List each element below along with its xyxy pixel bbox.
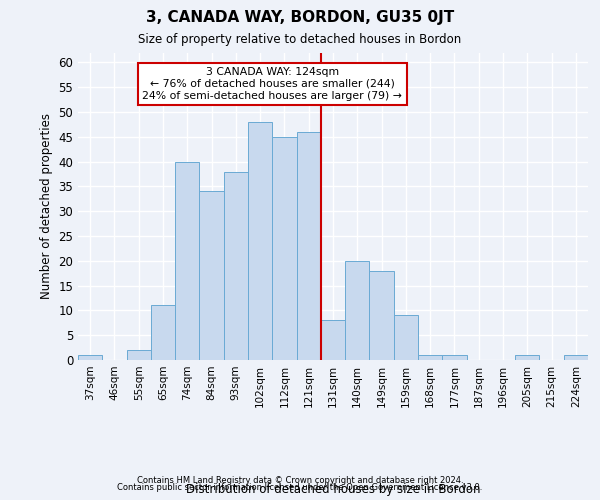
Bar: [175, 162, 199, 360]
Text: 3, CANADA WAY, BORDON, GU35 0JT: 3, CANADA WAY, BORDON, GU35 0JT: [146, 10, 454, 25]
Bar: [442, 355, 467, 360]
Bar: [296, 132, 321, 360]
Bar: [418, 355, 442, 360]
Text: Contains HM Land Registry data © Crown copyright and database right 2024.: Contains HM Land Registry data © Crown c…: [137, 476, 463, 485]
Bar: [345, 261, 370, 360]
Text: Contains public sector information licensed under the Open Government Licence v3: Contains public sector information licen…: [118, 484, 482, 492]
Bar: [78, 355, 102, 360]
Bar: [272, 137, 296, 360]
Bar: [370, 270, 394, 360]
Bar: [224, 172, 248, 360]
Bar: [394, 316, 418, 360]
Bar: [248, 122, 272, 360]
Bar: [199, 192, 224, 360]
Bar: [321, 320, 345, 360]
Text: 3 CANADA WAY: 124sqm
← 76% of detached houses are smaller (244)
24% of semi-deta: 3 CANADA WAY: 124sqm ← 76% of detached h…: [142, 68, 402, 100]
X-axis label: Distribution of detached houses by size in Bordon: Distribution of detached houses by size …: [186, 484, 480, 496]
Text: Size of property relative to detached houses in Bordon: Size of property relative to detached ho…: [139, 32, 461, 46]
Bar: [564, 355, 588, 360]
Bar: [151, 306, 175, 360]
Bar: [127, 350, 151, 360]
Bar: [515, 355, 539, 360]
Y-axis label: Number of detached properties: Number of detached properties: [40, 114, 53, 299]
